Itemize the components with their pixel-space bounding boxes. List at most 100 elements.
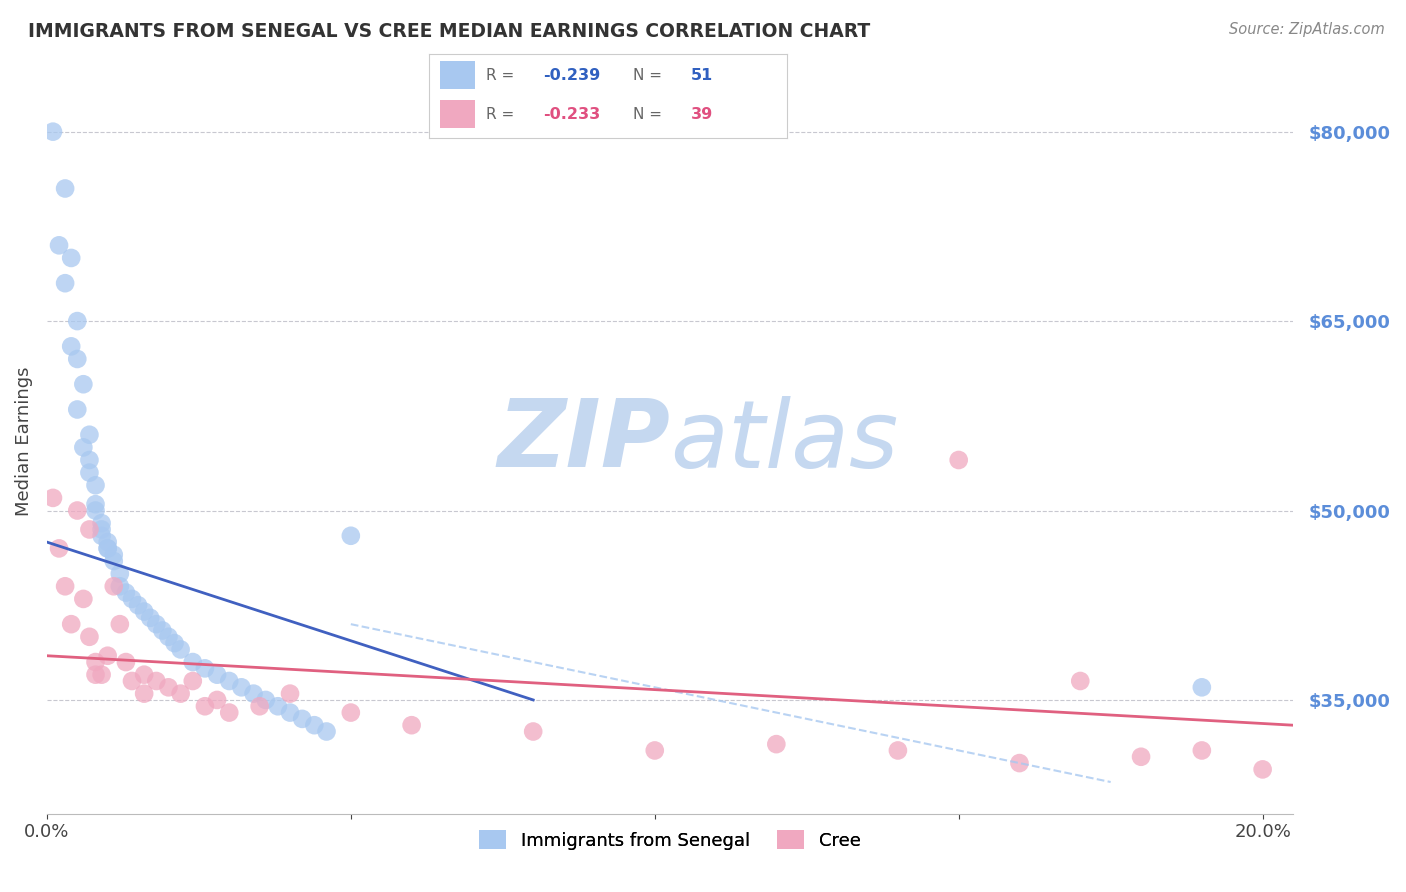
- Point: [97, 541, 120, 556]
- Text: 39: 39: [690, 107, 713, 121]
- Point: [401, 718, 423, 732]
- Point: [145, 673, 167, 688]
- Point: [145, 617, 167, 632]
- Point: [79, 523, 101, 537]
- Point: [48, 238, 70, 252]
- Point: [139, 611, 162, 625]
- Text: N =: N =: [633, 68, 662, 83]
- Point: [218, 706, 240, 720]
- Point: [108, 617, 131, 632]
- Point: [1191, 681, 1213, 695]
- Point: [53, 276, 76, 290]
- Text: ZIP: ZIP: [498, 395, 669, 487]
- Point: [84, 655, 107, 669]
- Point: [1191, 743, 1213, 757]
- Point: [121, 591, 143, 606]
- Point: [644, 743, 666, 757]
- Point: [169, 687, 191, 701]
- Text: -0.239: -0.239: [544, 68, 600, 83]
- Text: IMMIGRANTS FROM SENEGAL VS CREE MEDIAN EARNINGS CORRELATION CHART: IMMIGRANTS FROM SENEGAL VS CREE MEDIAN E…: [28, 22, 870, 41]
- Point: [79, 466, 101, 480]
- Point: [90, 523, 112, 537]
- Point: [60, 251, 83, 265]
- Point: [108, 566, 131, 581]
- Point: [278, 706, 301, 720]
- Point: [97, 535, 120, 549]
- Point: [340, 529, 363, 543]
- Point: [194, 699, 217, 714]
- Text: N =: N =: [633, 107, 662, 121]
- Point: [121, 673, 143, 688]
- Point: [42, 491, 65, 505]
- Point: [103, 579, 125, 593]
- Point: [205, 667, 228, 681]
- Point: [163, 636, 186, 650]
- Point: [242, 687, 264, 701]
- Point: [66, 402, 89, 417]
- Point: [181, 673, 204, 688]
- Point: [79, 453, 101, 467]
- Y-axis label: Median Earnings: Median Earnings: [15, 367, 32, 516]
- Point: [231, 681, 253, 695]
- Point: [1008, 756, 1031, 770]
- Point: [79, 630, 101, 644]
- Point: [134, 605, 156, 619]
- Point: [169, 642, 191, 657]
- Point: [48, 541, 70, 556]
- Point: [72, 591, 94, 606]
- Point: [267, 699, 290, 714]
- Point: [304, 718, 326, 732]
- Point: [249, 699, 271, 714]
- Point: [108, 579, 131, 593]
- Text: R =: R =: [486, 107, 515, 121]
- Point: [84, 667, 107, 681]
- Text: 51: 51: [690, 68, 713, 83]
- Point: [97, 648, 120, 663]
- Point: [79, 427, 101, 442]
- Point: [1069, 673, 1091, 688]
- Bar: [440, 100, 475, 128]
- Point: [127, 599, 149, 613]
- Text: R =: R =: [486, 68, 515, 83]
- Point: [134, 667, 156, 681]
- Point: [60, 617, 83, 632]
- Point: [1130, 749, 1153, 764]
- Text: -0.233: -0.233: [544, 107, 600, 121]
- Point: [181, 655, 204, 669]
- Point: [278, 687, 301, 701]
- Point: [948, 453, 970, 467]
- Text: atlas: atlas: [669, 395, 898, 486]
- Point: [315, 724, 337, 739]
- Point: [254, 693, 277, 707]
- Point: [765, 737, 787, 751]
- Point: [1251, 763, 1274, 777]
- Point: [66, 503, 89, 517]
- Point: [66, 351, 89, 366]
- Point: [90, 667, 112, 681]
- Point: [72, 377, 94, 392]
- Point: [157, 681, 180, 695]
- Point: [90, 516, 112, 530]
- Bar: [440, 62, 475, 89]
- Point: [157, 630, 180, 644]
- Point: [90, 529, 112, 543]
- Point: [205, 693, 228, 707]
- Point: [115, 585, 138, 599]
- Point: [84, 478, 107, 492]
- Point: [84, 503, 107, 517]
- Point: [42, 125, 65, 139]
- Point: [150, 624, 173, 638]
- Point: [53, 181, 76, 195]
- Text: Source: ZipAtlas.com: Source: ZipAtlas.com: [1229, 22, 1385, 37]
- Point: [53, 579, 76, 593]
- Point: [103, 548, 125, 562]
- Point: [115, 655, 138, 669]
- Point: [103, 554, 125, 568]
- Point: [72, 441, 94, 455]
- Legend: Immigrants from Senegal, Cree: Immigrants from Senegal, Cree: [472, 823, 868, 856]
- Point: [218, 673, 240, 688]
- Point: [887, 743, 910, 757]
- Point: [291, 712, 314, 726]
- Point: [84, 497, 107, 511]
- Point: [97, 541, 120, 556]
